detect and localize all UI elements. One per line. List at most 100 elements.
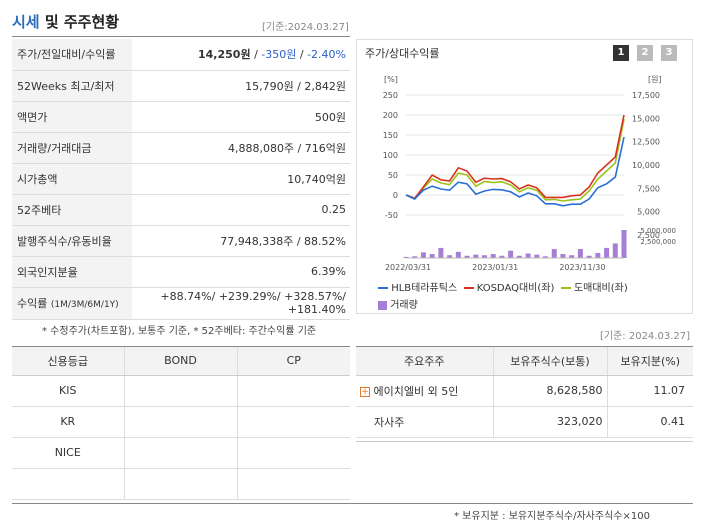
- row-label: 액면가: [12, 101, 132, 133]
- holder-name[interactable]: 에이치엘비 외 5인: [373, 384, 459, 398]
- y-tick-label-left: -50: [385, 211, 398, 220]
- y-tick-label-left: 250: [383, 91, 398, 100]
- row-label: 거래량/거래대금: [12, 132, 132, 164]
- shares-cell: 8,628,580: [492, 375, 607, 407]
- y-tick-label-right: 5,000: [637, 208, 660, 217]
- chart-title: 주가/상대수익률: [365, 47, 440, 60]
- bond-cell: [123, 375, 237, 407]
- table-row: 시가총액 10,740억원: [12, 163, 350, 195]
- cp-cell: [236, 406, 350, 438]
- legend-swatch: [378, 300, 387, 310]
- row-label: 52주베타: [12, 194, 132, 226]
- chart-panel: [356, 39, 693, 314]
- returns-value: +88.74%/ +239.29%/ +328.57%/+181.40%: [132, 287, 350, 320]
- row-label: 52Weeks 최고/최저: [12, 70, 132, 102]
- table-row: 발행주식수/유동비율 77,948,338주 / 88.52%: [12, 225, 350, 257]
- row-label: 주가/전일대비/수익률: [12, 39, 132, 71]
- table-row: KR: [12, 406, 350, 438]
- y-tick-label-right: 7,500: [637, 184, 660, 193]
- agency-cell: [12, 468, 124, 500]
- row-label: 시가총액: [12, 163, 132, 195]
- table-row: 거래량/거래대금 4,888,080주 / 716억원: [12, 132, 350, 164]
- cp-cell: [236, 437, 350, 469]
- right-axis-unit: [원]: [648, 75, 662, 84]
- table-header-row: 주요주주 보유주식수(보통) 보유지분(%): [356, 347, 693, 376]
- shares-cell: 323,020: [492, 406, 607, 438]
- row-label: 수익률 (1M/3M/6M/1Y): [12, 287, 132, 320]
- volume-bar: [455, 251, 461, 258]
- volume-bar: [412, 256, 418, 258]
- series-line: [405, 136, 625, 207]
- y-tick-label-right: 2,500: [637, 231, 660, 240]
- legend-item: HLB테라퓨틱스: [378, 283, 457, 294]
- table-row: 52주베타 0.25: [12, 194, 350, 226]
- row-value: 500원: [132, 101, 350, 133]
- table-header-row: 신용등급 BOND CP: [12, 347, 350, 376]
- volume-bar: [464, 255, 470, 258]
- y-tick-label-left: 200: [383, 111, 398, 120]
- price-change-rate: -2.40%: [307, 48, 346, 62]
- volume-bar: [621, 230, 627, 258]
- column-header: 신용등급: [12, 347, 124, 376]
- volume-bar: [577, 249, 583, 258]
- legend-swatch: [378, 287, 388, 289]
- volume-bar: [473, 254, 479, 258]
- volume-bar: [604, 247, 610, 258]
- table-row: 52Weeks 최고/최저 15,790원 / 2,842원: [12, 70, 350, 102]
- y-tick-label-left: 50: [388, 171, 398, 180]
- percent-cell: 0.41: [606, 406, 693, 438]
- series-line: [405, 118, 625, 202]
- divider: [12, 346, 350, 347]
- chart-tab-1[interactable]: 1: [613, 45, 629, 61]
- table-row: NICE: [12, 437, 350, 469]
- footnote: * 보유지분 : 보유지분주식수/자사주식수×100: [454, 511, 650, 522]
- divider: [12, 503, 693, 504]
- chart-tab-3[interactable]: 3: [661, 45, 677, 61]
- chart-legend: HLB테라퓨틱스 KOSDAQ대비(좌) 도매대비(좌) 거래량: [378, 279, 690, 311]
- volume-tick-label: 2,500,000: [640, 238, 676, 246]
- row-value: 15,790원 / 2,842원: [132, 70, 350, 102]
- row-value: 10,740억원: [132, 163, 350, 195]
- bond-cell: [123, 406, 237, 438]
- y-tick-label-left: 0: [393, 191, 398, 200]
- column-header: CP: [236, 347, 350, 376]
- page-title: 시세 및 주주현황: [12, 13, 120, 31]
- row-value: 77,948,338주 / 88.52%: [132, 225, 350, 257]
- left-axis-unit: [%]: [384, 75, 398, 84]
- column-header: 보유지분(%): [606, 347, 693, 376]
- price-change: -350원: [261, 48, 297, 62]
- x-tick-label: 2022/03/31: [385, 263, 431, 272]
- volume-bar: [481, 255, 487, 258]
- legend-swatch: [463, 287, 474, 289]
- table-row: 외국인지분율 6.39%: [12, 256, 350, 288]
- x-tick-label: 2023/11/30: [559, 263, 605, 272]
- row-value: 0.25: [132, 194, 350, 226]
- y-tick-label-left: 150: [383, 131, 398, 140]
- chart-tab-2[interactable]: 2: [637, 45, 653, 61]
- legend-item: KOSDAQ대비(좌): [463, 283, 554, 294]
- volume-bar: [490, 254, 496, 258]
- credit-rating-table: 신용등급 BOND CP KIS KR NICE: [12, 347, 350, 500]
- volume-bar: [612, 243, 618, 258]
- legend-item: 도매대비(좌): [560, 283, 628, 294]
- table-row: KIS: [12, 375, 350, 407]
- table-row: 주가/전일대비/수익률 14,250원 / -350원 / -2.40%: [12, 39, 350, 71]
- y-tick-label-right: 15,000: [632, 114, 660, 123]
- divider: [356, 441, 693, 442]
- plus-icon[interactable]: +: [360, 386, 370, 397]
- cp-cell: [236, 468, 350, 500]
- row-label: 발행주식수/유동비율: [12, 225, 132, 257]
- volume-bar: [551, 249, 557, 258]
- table-row: + 에이치엘비 외 5인 8,628,580 11.07: [356, 375, 693, 407]
- cp-cell: [236, 375, 350, 407]
- major-shareholders-table: 주요주주 보유주식수(보통) 보유지분(%) + 에이치엘비 외 5인 8,62…: [356, 347, 693, 438]
- price-info-table: 주가/전일대비/수익률 14,250원 / -350원 / -2.40% 52W…: [12, 39, 350, 320]
- holder-name-cell: 자사주: [356, 406, 493, 438]
- volume-bar: [560, 254, 566, 258]
- volume-bar: [586, 255, 592, 258]
- agency-cell: KR: [12, 406, 124, 438]
- x-tick-label: 2023/01/31: [472, 263, 518, 272]
- divider: [12, 36, 350, 37]
- volume-bar: [420, 252, 426, 258]
- volume-bar: [516, 255, 522, 258]
